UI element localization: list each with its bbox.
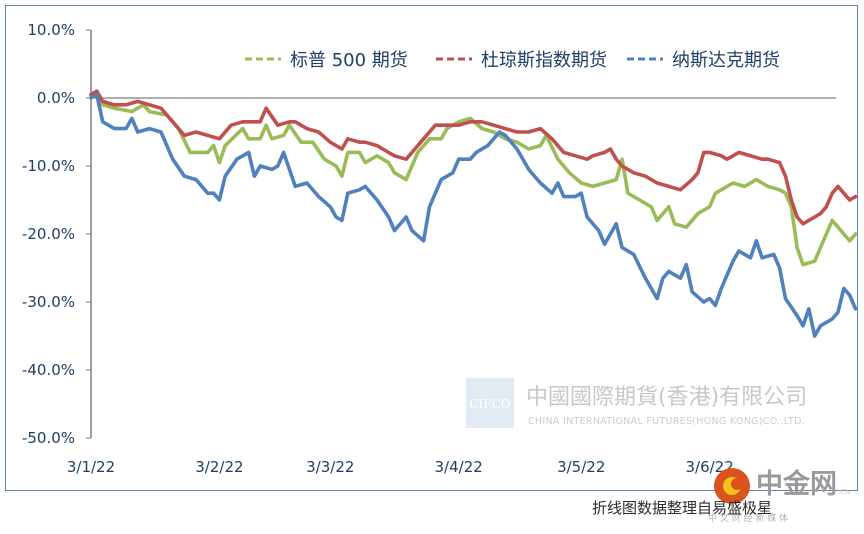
y-tick-label: -30.0% bbox=[22, 293, 75, 311]
logo-name: 中金网 bbox=[756, 468, 837, 500]
x-tick-label: 3/3/22 bbox=[306, 458, 354, 476]
x-tick-label: 3/1/22 bbox=[67, 458, 115, 476]
y-tick-label: 0.0% bbox=[37, 89, 75, 107]
chart-frame bbox=[5, 5, 858, 491]
x-tick-label: 3/2/22 bbox=[195, 458, 243, 476]
y-tick-label: -10.0% bbox=[22, 157, 75, 175]
logo-sun-cutout-icon bbox=[731, 478, 743, 490]
series-line-2 bbox=[89, 92, 858, 338]
watermark-company-en: CHINA INTERNATIONAL FUTURES(HONG KONG)CO… bbox=[528, 416, 805, 427]
x-tick-label: 3/5/22 bbox=[557, 458, 605, 476]
series-line-1 bbox=[89, 89, 858, 226]
legend-label-0: 标普 500 期货 bbox=[290, 50, 408, 71]
x-tick-label: 3/4/22 bbox=[435, 458, 483, 476]
logo-tagline: 中 文 财 经 新 媒 体 bbox=[708, 512, 788, 524]
y-tick-label: 10.0% bbox=[27, 21, 75, 39]
logo-domain: .CN bbox=[838, 488, 850, 496]
y-tick-label: -50.0% bbox=[22, 429, 75, 447]
y-tick-label: -40.0% bbox=[22, 361, 75, 379]
zhongjin-logo: 中金网 .CN 中 文 财 经 新 媒 体 bbox=[708, 468, 850, 524]
y-tick-label: -20.0% bbox=[22, 225, 75, 243]
series-layer bbox=[89, 89, 858, 338]
watermark-company-cn: 中國國際期貨(香港)有限公司 bbox=[526, 385, 807, 410]
legend-label-2: 纳斯达克期货 bbox=[672, 50, 780, 71]
company-watermark: CIFCO 中國國際期貨(香港)有限公司 CHINA INTERNATIONAL… bbox=[466, 378, 807, 428]
series-line-0 bbox=[89, 90, 858, 267]
chart-legend: 标普 500 期货 杜琼斯指数期货 纳斯达克期货 bbox=[245, 50, 780, 71]
watermark-logo-text: CIFCO bbox=[469, 397, 510, 411]
legend-label-1: 杜琼斯指数期货 bbox=[481, 50, 607, 71]
data-source-caption: 折线图数据整理自易盛极星 bbox=[592, 499, 772, 517]
watermark-logo-box bbox=[466, 378, 514, 428]
